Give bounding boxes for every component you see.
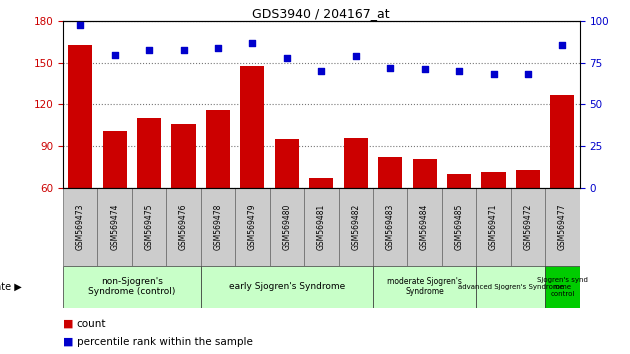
Point <box>178 47 188 52</box>
Point <box>213 45 223 51</box>
Text: GSM569471: GSM569471 <box>489 203 498 250</box>
Point <box>110 52 120 57</box>
Bar <box>413 159 437 188</box>
Point <box>75 22 85 27</box>
Bar <box>275 139 299 188</box>
Text: Sjogren's synd
rome
control: Sjogren's synd rome control <box>537 277 588 297</box>
Text: GSM569478: GSM569478 <box>214 203 222 250</box>
Point <box>488 72 498 77</box>
Bar <box>476 266 545 308</box>
Bar <box>309 178 333 188</box>
Text: GSM569479: GSM569479 <box>248 203 257 250</box>
Bar <box>408 188 442 266</box>
Text: GSM569476: GSM569476 <box>179 203 188 250</box>
Text: GSM569477: GSM569477 <box>558 203 567 250</box>
Bar <box>63 188 98 266</box>
Text: GSM569482: GSM569482 <box>352 204 360 250</box>
Point <box>523 72 533 77</box>
Bar <box>551 95 575 188</box>
Text: early Sjogren's Syndrome: early Sjogren's Syndrome <box>229 282 345 291</box>
Bar <box>98 188 132 266</box>
Bar <box>270 188 304 266</box>
Text: GSM569483: GSM569483 <box>386 203 394 250</box>
Bar <box>63 266 201 308</box>
Point <box>282 55 292 61</box>
Point <box>558 42 568 47</box>
Bar <box>166 188 201 266</box>
Text: ■: ■ <box>63 319 74 329</box>
Text: GSM569484: GSM569484 <box>420 203 429 250</box>
Point <box>385 65 395 71</box>
Text: GSM569472: GSM569472 <box>524 203 532 250</box>
Text: GSM569481: GSM569481 <box>317 204 326 250</box>
Bar <box>171 124 195 188</box>
Bar <box>241 65 265 188</box>
Text: GSM569473: GSM569473 <box>76 203 84 250</box>
Point <box>454 68 464 74</box>
Bar <box>235 188 270 266</box>
Bar <box>338 188 373 266</box>
Point <box>351 53 361 59</box>
Text: non-Sjogren's
Syndrome (control): non-Sjogren's Syndrome (control) <box>88 277 176 296</box>
Text: GSM569480: GSM569480 <box>282 203 291 250</box>
Point <box>420 67 430 72</box>
Bar <box>545 266 580 308</box>
Bar <box>137 118 161 188</box>
Bar <box>304 188 338 266</box>
Bar <box>481 172 505 188</box>
Bar <box>132 188 166 266</box>
Point <box>248 40 258 46</box>
Bar <box>378 157 402 188</box>
Text: percentile rank within the sample: percentile rank within the sample <box>77 337 253 347</box>
Text: moderate Sjogren's
Syndrome: moderate Sjogren's Syndrome <box>387 277 462 296</box>
Bar <box>373 266 476 308</box>
Bar <box>545 188 580 266</box>
Bar <box>68 45 92 188</box>
Bar <box>344 138 368 188</box>
Bar <box>447 174 471 188</box>
Point <box>144 47 154 52</box>
Point <box>316 68 326 74</box>
Text: GSM569485: GSM569485 <box>455 203 464 250</box>
Bar <box>442 188 476 266</box>
Bar <box>476 188 511 266</box>
Bar <box>516 170 540 188</box>
Bar <box>201 266 373 308</box>
Text: GSM569474: GSM569474 <box>110 203 119 250</box>
Text: advanced Sjogren's Syndrome: advanced Sjogren's Syndrome <box>458 284 564 290</box>
Text: count: count <box>77 319 106 329</box>
Text: disease state ▶: disease state ▶ <box>0 282 21 292</box>
Bar <box>103 131 127 188</box>
Bar <box>201 188 235 266</box>
Bar <box>373 188 408 266</box>
Text: GSM569475: GSM569475 <box>145 203 154 250</box>
Bar <box>511 188 545 266</box>
Text: ■: ■ <box>63 337 74 347</box>
Title: GDS3940 / 204167_at: GDS3940 / 204167_at <box>253 7 390 20</box>
Bar <box>206 110 230 188</box>
